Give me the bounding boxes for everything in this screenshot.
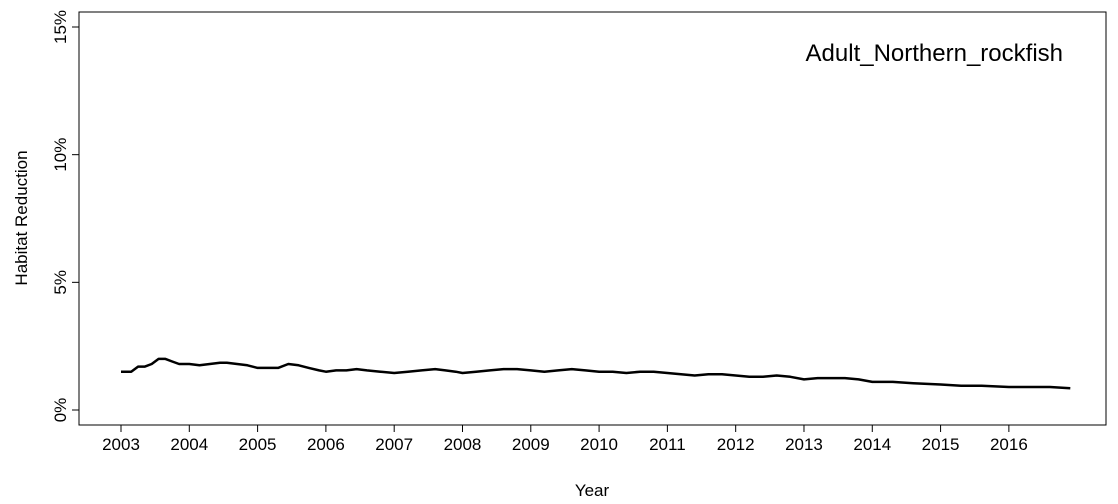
y-tick-label: 5% xyxy=(51,270,70,295)
x-tick-label: 2008 xyxy=(444,435,482,454)
x-tick-label: 2006 xyxy=(307,435,345,454)
y-tick-label: 0% xyxy=(51,398,70,423)
x-tick-label: 2012 xyxy=(717,435,755,454)
x-tick-label: 2004 xyxy=(170,435,208,454)
x-tick-label: 2016 xyxy=(990,435,1028,454)
x-axis: 2003 2004 2005 2006 2007 2008 2009 2010 2011 2012… xyxy=(102,425,1028,454)
x-tick-label: 2010 xyxy=(580,435,618,454)
plot-frame xyxy=(78,11,1107,426)
x-tick-label: 2007 xyxy=(375,435,413,454)
y-axis-title: Habitat Reduction xyxy=(12,150,31,285)
x-tick-label: 2003 xyxy=(102,435,140,454)
x-tick-label: 2011 xyxy=(649,435,686,454)
x-tick-label: 2013 xyxy=(785,435,823,454)
x-axis-title: Year xyxy=(575,481,610,500)
x-tick-label: 2015 xyxy=(922,435,960,454)
chart-annotation: Adult_Northern_rockfish xyxy=(806,40,1063,67)
x-tick-label: 2014 xyxy=(853,435,891,454)
x-tick-label: 2009 xyxy=(512,435,550,454)
y-axis: 0% 5% 10% 15% xyxy=(51,10,79,422)
x-tick-label: 2005 xyxy=(239,435,277,454)
y-tick-label: 10% xyxy=(51,138,70,172)
series-line xyxy=(121,357,1071,390)
y-tick-label: 15% xyxy=(51,10,70,44)
